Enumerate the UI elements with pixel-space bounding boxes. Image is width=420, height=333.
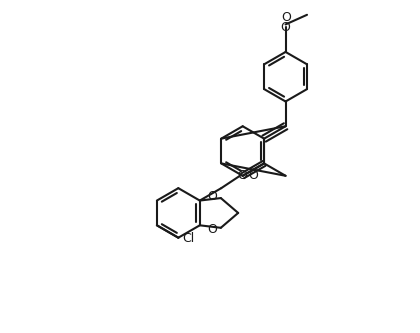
Text: Cl: Cl [182, 232, 195, 245]
Text: O: O [207, 223, 217, 236]
Text: O: O [281, 21, 291, 34]
Text: O: O [248, 169, 258, 182]
Text: O: O [281, 11, 291, 24]
Text: O: O [207, 190, 217, 203]
Text: O: O [238, 169, 248, 182]
